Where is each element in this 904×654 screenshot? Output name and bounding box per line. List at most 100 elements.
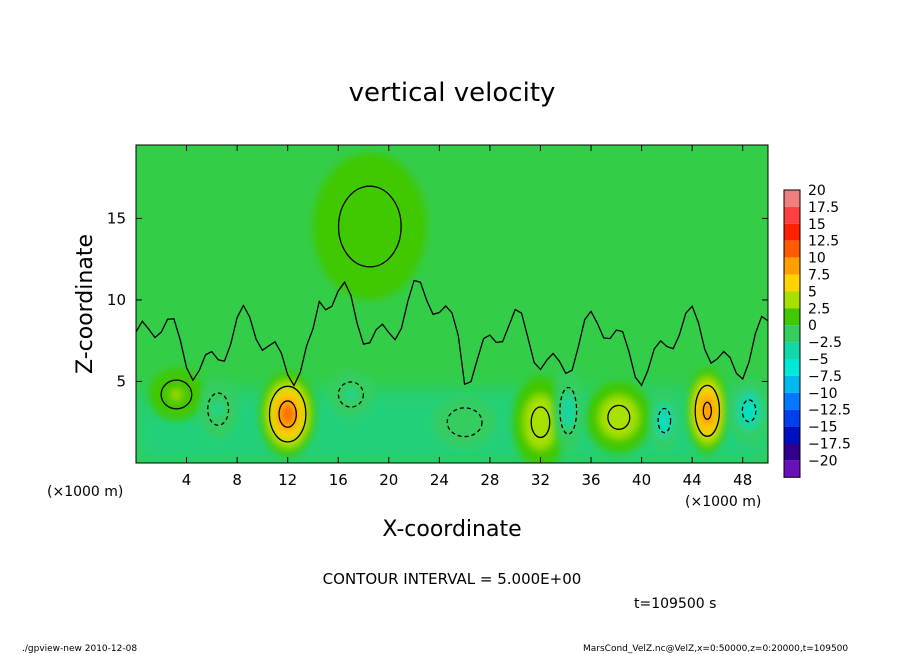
contour-lines [136,185,768,443]
colorbar-swatch [784,206,800,224]
field-ring [458,417,471,428]
contour-interval-text: CONTOUR INTERVAL = 5.000E+00 [323,570,582,588]
x-tick-label: 28 [480,471,499,489]
downdraft-cell [649,391,680,450]
contour-line [530,406,551,439]
x-tick-label: 24 [430,471,449,489]
colorbar-swatch [784,426,800,444]
colorbar-label: −10 [808,386,838,402]
colorbar-swatch [784,325,800,343]
footer-program: ./gpview-new 2010-12-08 [22,644,137,654]
contour-line [741,399,757,423]
y-tick-label: 10 [107,291,126,309]
x-unit-label-left: (×1000 m) [47,484,123,500]
downdraft-cell [433,396,497,449]
colorbar-label: 15 [808,217,826,233]
colorbar-label: 20 [808,183,826,199]
x-axis-label: X-coordinate [382,517,521,542]
time-stamp: t=109500 s [634,596,716,612]
colorbar-swatch [784,359,800,376]
field-ring [282,405,294,423]
plot-frame [135,144,769,464]
updraft-cell [687,368,728,454]
field-ring [346,389,356,400]
field-ring [612,410,626,425]
colorbar-swatch [784,392,800,410]
x-unit-label-right: (×1000 m) [685,494,761,510]
field-ring [358,211,382,242]
contour-line [278,400,297,428]
field-ring [534,413,547,432]
plot-area [136,145,768,463]
downdraft-cell [199,379,238,439]
y-axis: 5 10 15 [107,209,768,390]
colorbar-label: 12.5 [808,234,839,250]
x-tick-label: 40 [632,471,651,489]
contour-line [446,407,483,438]
updraft-cell [585,381,652,454]
colorbar-swatch [784,409,800,427]
contour-line [657,407,672,434]
x-axis: 4 8 12 16 20 24 28 32 36 40 44 48 [182,145,752,489]
chart-title: vertical velocity [349,78,556,108]
colorbar-label: 17.5 [808,200,839,216]
contour-line [702,401,713,420]
contour-line [559,386,578,435]
colorbar-swatch [784,223,800,241]
colorbar-swatch [784,274,800,292]
x-tick-label: 44 [683,471,702,489]
colorbar-swatch [784,342,800,359]
field-ring [214,403,222,416]
field-ring [661,414,668,427]
updraft-cell [312,153,427,300]
colorbar-swatch [784,240,800,258]
downdraft-cell [328,371,374,418]
downdraft-cell [553,368,584,454]
colorbar-label: −15 [808,420,838,436]
updraft-cell [259,371,316,457]
colorbar-label: 5 [808,284,817,300]
contour-line [337,381,365,408]
colorbar-label: 10 [808,251,826,267]
colorbar-label: −12.5 [808,403,851,419]
colorbar-swatch [784,375,800,393]
colorbar-frame [783,189,801,478]
y-tick-label: 5 [116,372,126,390]
colorbar-swatch [784,443,800,461]
contour-line [207,392,230,426]
field-ring [170,389,183,400]
contour-line [337,185,402,268]
y-tick-label: 15 [107,209,126,227]
x-tick-label: 32 [531,471,550,489]
colorbar-label: −5 [808,352,829,368]
contour-line [268,385,307,443]
x-tick-label: 36 [581,471,600,489]
contour-line [607,404,631,430]
contour-line [694,384,721,437]
field-ring [744,404,754,418]
colorbar-swatch [784,257,800,275]
colorbar-label: 2.5 [808,301,830,317]
updraft-cell [512,376,569,463]
colorbar-swatch [784,291,800,309]
field-ring [703,402,712,420]
colorbar-swatch [784,308,800,326]
x-tick-label: 8 [232,471,242,489]
downdraft-cell [728,378,768,444]
x-tick-label: 48 [733,471,752,489]
field-ring [565,402,572,420]
colorbar-label: −17.5 [808,437,851,453]
footer-source: MarsCond_VelZ.nc@VelZ,x=0:50000,z=0:2000… [583,644,848,654]
colorbar-label: −2.5 [808,335,842,351]
y-axis-label: Z-coordinate [73,234,98,374]
x-tick-label: 16 [329,471,348,489]
colorbar: 2017.51512.5107.552.50−2.5−5−7.5−10−12.5… [783,183,851,478]
x-tick-label: 20 [379,471,398,489]
colorbar-label: 7.5 [808,268,830,284]
contour-line [160,379,193,410]
x-tick-label: 12 [278,471,297,489]
colorbar-label: −7.5 [808,369,842,385]
colorbar-label: −20 [808,453,838,469]
zero-contour [136,279,768,387]
